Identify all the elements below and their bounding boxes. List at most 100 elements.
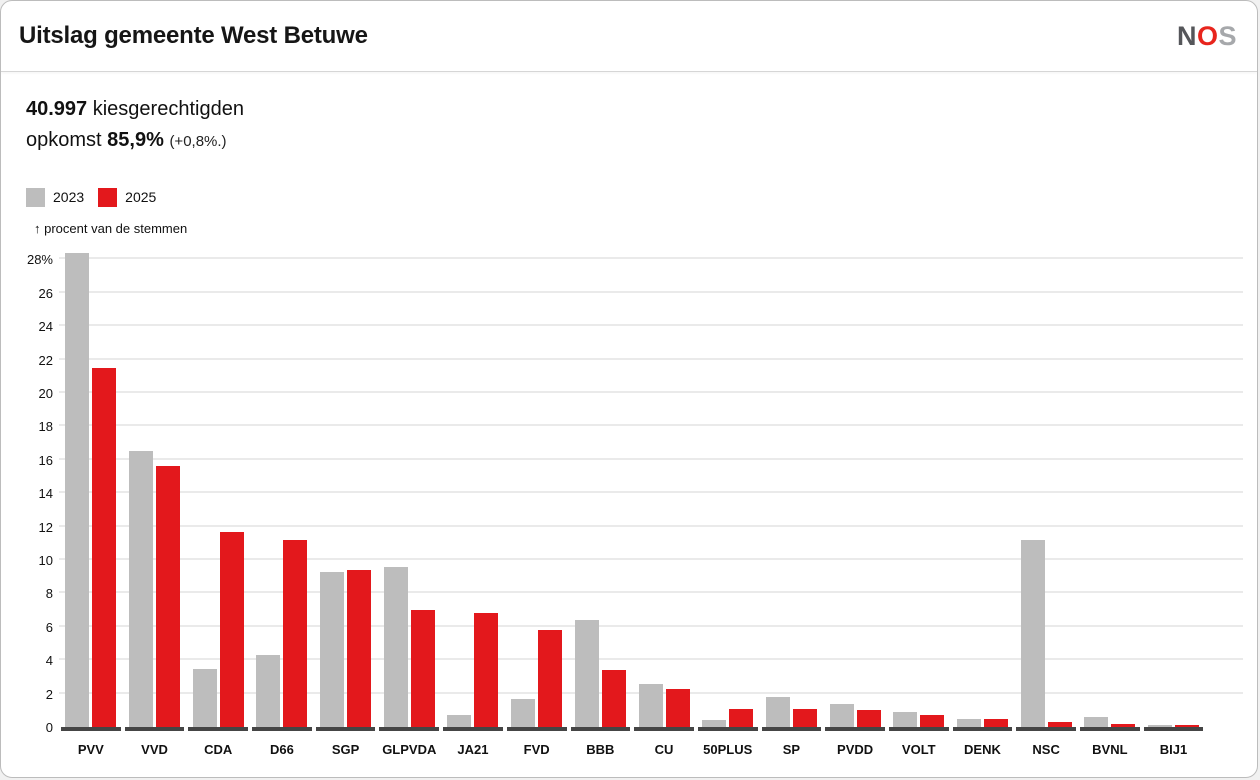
bar-2025-glpvda bbox=[410, 610, 435, 727]
gridline-16 bbox=[59, 457, 1243, 460]
x-axis-segment-pvv bbox=[61, 727, 121, 731]
bar-2025-bvnl bbox=[1111, 723, 1136, 727]
bar-chart: ↑ procent van de stemmen 0 2 4 6 8 10 12 14 16 18… bbox=[1, 221, 1257, 777]
bar-2025-pvdd bbox=[856, 710, 881, 727]
bar-group-nsc: NSC bbox=[1014, 243, 1078, 757]
bar-2025-fvd bbox=[538, 630, 563, 727]
legend-item-2023: 2023 bbox=[26, 187, 85, 207]
y-tick-20: 20 bbox=[38, 386, 53, 401]
nos-logo-letter-o: O bbox=[1196, 20, 1219, 51]
x-label-vvd: VVD bbox=[141, 742, 168, 757]
bar-group-volt: VOLT bbox=[887, 243, 951, 757]
bar-group-glpvda: GLPVDA bbox=[377, 243, 441, 757]
x-label-bij1: BIJ1 bbox=[1159, 742, 1188, 757]
x-axis-segment-bbb bbox=[570, 727, 631, 731]
bar-2023-denk bbox=[956, 718, 981, 727]
electorate-label: kiesgerechtigden bbox=[92, 98, 244, 120]
bar-2023-bbb bbox=[574, 620, 599, 727]
bar-group-denk: DENK bbox=[951, 243, 1015, 757]
bar-2025-sp bbox=[792, 708, 817, 727]
bar-2025-nsc bbox=[1047, 722, 1072, 727]
bar-pair-pvv bbox=[65, 252, 117, 727]
bar-group-bvnl: BVNL bbox=[1078, 243, 1142, 757]
y-tick-12: 12 bbox=[38, 519, 53, 535]
x-axis-segment-denk bbox=[952, 727, 1013, 731]
stats-block: 40.997 kiesgerechtigden opkomst 85,9% (+… bbox=[26, 94, 1257, 157]
bar-2023-sgp bbox=[320, 571, 345, 727]
bar-group-sp: SP bbox=[760, 243, 824, 757]
electorate-line: 40.997 kiesgerechtigden bbox=[26, 94, 1257, 125]
bar-group-bij1: BIJ1 bbox=[1142, 243, 1206, 757]
gridline-14 bbox=[59, 491, 1243, 494]
bar-pair-50plus bbox=[702, 708, 754, 727]
bar-2023-glpvda bbox=[383, 566, 408, 727]
bar-2025-bij1 bbox=[1175, 725, 1200, 727]
x-label-cda: CDA bbox=[204, 742, 233, 757]
x-axis-segment-d66 bbox=[252, 727, 312, 731]
x-axis-segment-bij1 bbox=[1143, 727, 1204, 731]
bar-group-sgp: SGP bbox=[314, 243, 378, 757]
bar-2025-sgp bbox=[347, 570, 372, 727]
y-tick-4: 4 bbox=[45, 653, 53, 669]
legend-label-2023: 2023 bbox=[53, 189, 85, 205]
bar-2023-d66 bbox=[256, 655, 281, 727]
y-tick-6: 6 bbox=[45, 619, 53, 635]
bar-2025-volt bbox=[920, 715, 945, 727]
bar-group-cu: CU bbox=[632, 243, 696, 757]
legend-label-2025: 2025 bbox=[125, 189, 157, 205]
bar-group-bbb: BBB bbox=[569, 243, 633, 757]
x-axis-segment-nsc bbox=[1016, 727, 1076, 731]
x-axis-segment-pvdd bbox=[825, 727, 885, 731]
legend: 2023 2025 bbox=[26, 187, 1257, 207]
bar-2023-bvnl bbox=[1084, 716, 1109, 727]
bar-group-vvd: VVD bbox=[123, 243, 187, 757]
bar-pair-sgp bbox=[320, 570, 372, 727]
bar-2023-cu bbox=[638, 683, 663, 727]
turnout-line: opkomst 85,9% (+0,8%.) bbox=[26, 125, 1257, 157]
bar-2023-bij1 bbox=[1148, 725, 1173, 727]
bar-pair-sp bbox=[765, 696, 817, 727]
bar-2023-vvd bbox=[129, 451, 154, 727]
bar-pair-fvd bbox=[511, 630, 563, 727]
bar-2025-50plus bbox=[729, 708, 754, 727]
x-axis-segment-cu bbox=[634, 727, 694, 731]
gridline-4 bbox=[59, 658, 1243, 661]
x-label-bvnl: BVNL bbox=[1092, 742, 1128, 757]
nos-logo-letter-n: N bbox=[1176, 20, 1197, 51]
x-axis-segment-ja21 bbox=[443, 727, 503, 731]
bar-2023-nsc bbox=[1020, 539, 1045, 727]
bar-pair-pvdd bbox=[829, 703, 881, 727]
x-label-d66: D66 bbox=[269, 742, 294, 757]
bar-2023-pvdd bbox=[829, 703, 854, 727]
bar-2025-denk bbox=[983, 718, 1008, 727]
electorate-value: 40.997 bbox=[26, 98, 88, 120]
plot-area: 0 2 4 6 8 10 12 14 16 18 20 22 24 26 28% PVV VVD CDA D66 SG… bbox=[27, 243, 1243, 757]
y-tick-8: 8 bbox=[45, 586, 53, 602]
bar-pair-d66 bbox=[256, 539, 308, 727]
bar-group-pvv: PVV bbox=[59, 243, 123, 757]
header: Uitslag gemeente West Betuwe NOS bbox=[1, 1, 1257, 72]
bar-2025-cda bbox=[219, 531, 244, 727]
bar-pair-volt bbox=[893, 711, 945, 727]
turnout-label: opkomst bbox=[26, 129, 102, 151]
bar-2023-volt bbox=[893, 711, 918, 727]
x-label-pvdd: PVDD bbox=[837, 742, 874, 757]
gridline-10 bbox=[59, 558, 1243, 560]
bar-group-pvdd: PVDD bbox=[823, 243, 887, 757]
bar-groups: PVV VVD CDA D66 SGP GLPVDA JA21 FVD BBB CU 50PLUS S… bbox=[59, 243, 1206, 757]
nos-logo[interactable]: NOS bbox=[1177, 21, 1237, 52]
x-axis-segment-fvd bbox=[506, 727, 567, 731]
x-label-50plus: 50PLUS bbox=[703, 742, 753, 757]
gridline-8 bbox=[59, 591, 1243, 594]
bar-2023-50plus bbox=[702, 720, 727, 727]
x-axis-segment-50plus bbox=[697, 727, 758, 731]
x-axis-segment-glpvda bbox=[379, 727, 440, 731]
y-tick-16: 16 bbox=[38, 452, 53, 468]
bar-group-d66: D66 bbox=[250, 243, 314, 757]
x-label-sp: SP bbox=[782, 742, 801, 757]
legend-swatch-2025 bbox=[98, 187, 118, 207]
turnout-change: (+0,8%.) bbox=[169, 133, 227, 150]
x-axis-segment-bvnl bbox=[1080, 727, 1140, 731]
y-tick-18: 18 bbox=[38, 419, 53, 435]
bar-2025-vvd bbox=[156, 466, 181, 727]
